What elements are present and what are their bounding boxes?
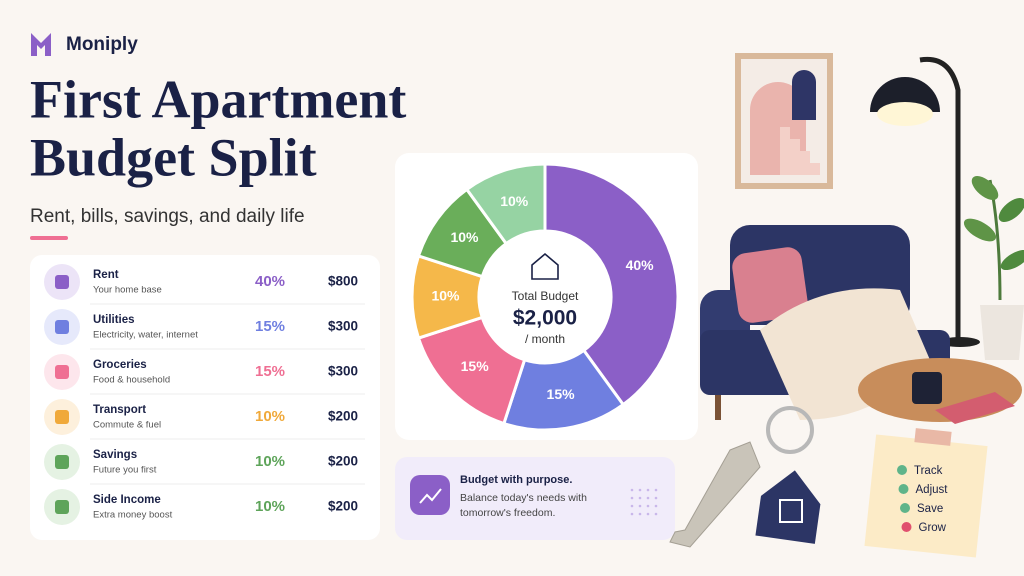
logo: [31, 33, 51, 56]
item-icon-glyph: [55, 365, 69, 379]
center-value: $2,000: [513, 307, 577, 330]
plant: [963, 176, 1024, 360]
item-description: Electricity, water, internet: [93, 330, 198, 341]
item-percent: 10%: [255, 408, 285, 425]
dot: [654, 504, 658, 508]
center-label: Total Budget: [512, 289, 579, 303]
wall-art: [735, 53, 833, 189]
center-unit: / month: [525, 332, 565, 346]
note-item: Adjust: [916, 484, 949, 496]
item-icon-glyph: [55, 455, 69, 469]
dot: [630, 496, 634, 500]
item-name: Transport: [93, 404, 146, 416]
note-bullet: [898, 484, 909, 494]
donut-chart: 40% 15% 15% 10% 10% 10% Total Budget $2,000 / mo…: [410, 162, 680, 432]
item-percent: 10%: [255, 453, 285, 470]
donut-hole: [481, 233, 609, 361]
segment-label: 15%: [547, 386, 576, 402]
note-item: Grow: [919, 522, 947, 534]
budget-list: Rent Your home base 40% $800 Utilities Electr…: [44, 264, 365, 525]
segment-label: 10%: [500, 193, 529, 209]
dot: [638, 512, 642, 516]
note-list: Track Adjust Save Grow: [897, 465, 948, 534]
item-description: Food & household: [93, 375, 170, 386]
brand-name: Moniply: [66, 34, 138, 55]
dot: [646, 504, 650, 508]
callout-icon-glyph: [419, 488, 442, 504]
item-icon-glyph: [55, 500, 69, 514]
keys: [669, 406, 821, 548]
note-item: Track: [914, 465, 943, 477]
donut-segment: [543, 162, 680, 407]
dot: [654, 512, 658, 516]
item-percent: 40%: [255, 273, 285, 290]
item-percent: 10%: [255, 498, 285, 515]
dot: [630, 512, 634, 516]
item-description: Your home base: [93, 285, 162, 296]
item-icon-glyph: [55, 275, 69, 289]
item-amount: $200: [328, 454, 358, 469]
note-item: Save: [917, 503, 943, 515]
callout-card: [395, 457, 675, 540]
callout-title: Budget with purpose.: [460, 474, 572, 486]
item-icon-glyph: [55, 320, 69, 334]
item-amount: $200: [328, 499, 358, 514]
dot: [646, 512, 650, 516]
dot: [646, 488, 650, 492]
callout-text: Balance today's needs with: [460, 492, 587, 504]
item-name: Utilities: [93, 314, 135, 326]
item-amount: $200: [328, 409, 358, 424]
donut-segment: [464, 162, 547, 246]
callout-icon: [410, 475, 450, 515]
dot: [630, 488, 634, 492]
accent-line: [30, 236, 68, 240]
note-bullet: [897, 465, 907, 475]
item-name: Side Income: [93, 494, 161, 506]
segment-label: 10%: [450, 229, 479, 245]
item-amount: $800: [328, 274, 358, 289]
note-bullet: [901, 522, 912, 532]
subtitle: Rent, bills, savings, and daily life: [30, 206, 305, 227]
segment-label: 15%: [461, 358, 490, 374]
item-percent: 15%: [255, 363, 285, 380]
dot: [630, 504, 634, 508]
budget-card: [30, 255, 380, 540]
callout-text: tomorrow's freedom.: [460, 507, 555, 519]
home-icon: [531, 252, 559, 280]
item-description: Commute & fuel: [93, 420, 161, 431]
segment-label: 40%: [626, 257, 655, 273]
note-bullet: [900, 503, 910, 513]
dot: [654, 496, 658, 500]
item-percent: 15%: [255, 318, 285, 335]
sticky-note: [864, 428, 988, 558]
lamp: [870, 56, 980, 347]
item-name: Rent: [93, 269, 119, 281]
item-amount: $300: [328, 319, 358, 334]
segment-label: 10%: [431, 288, 460, 304]
title-line: First Apartment: [30, 69, 406, 129]
dot-pattern: [630, 488, 658, 516]
dot: [638, 488, 642, 492]
dot: [646, 496, 650, 500]
dot: [654, 488, 658, 492]
item-name: Groceries: [93, 359, 147, 371]
item-amount: $300: [328, 364, 358, 379]
item-description: Extra money boost: [93, 510, 173, 521]
item-icon-glyph: [55, 410, 69, 424]
dot: [638, 496, 642, 500]
item-name: Savings: [93, 449, 137, 461]
side-table: [858, 358, 1022, 424]
title-line: Budget Split: [30, 127, 317, 187]
item-description: Future you first: [93, 465, 157, 476]
dot: [638, 504, 642, 508]
